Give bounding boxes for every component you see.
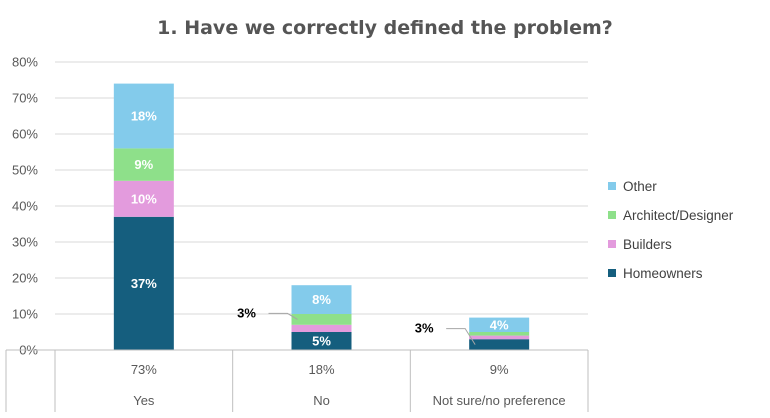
data-label: 3%	[415, 321, 434, 336]
leader-line	[268, 312, 298, 320]
y-tick-label: 60%	[12, 127, 38, 142]
legend-swatch	[608, 269, 616, 277]
data-label: 18%	[131, 109, 157, 124]
bar-segment-architect-designer	[469, 332, 530, 336]
data-label: 8%	[312, 292, 331, 307]
legend-label: Homeowners	[623, 266, 703, 281]
y-tick-label: 40%	[12, 199, 38, 214]
legend-swatch	[608, 182, 616, 190]
y-tick-label: 80%	[12, 55, 38, 70]
y-tick-label: 50%	[12, 163, 38, 178]
bar-segment-homeowners	[469, 339, 530, 350]
legend-label: Other	[623, 179, 657, 194]
bar-series	[113, 83, 530, 350]
data-label: 10%	[131, 191, 157, 206]
y-tick-label: 10%	[12, 307, 38, 322]
bar-segment-homeowners	[113, 216, 174, 350]
legend-label: Architect/Designer	[623, 208, 734, 223]
legend-swatch	[608, 211, 616, 219]
legend-swatch	[608, 240, 616, 248]
y-tick-label: 30%	[12, 235, 38, 250]
bar-segment-other	[469, 317, 530, 332]
total-label: 18%	[308, 362, 334, 377]
total-label: 9%	[490, 362, 509, 377]
data-label: 37%	[131, 276, 157, 291]
bar-segment-architect-designer	[291, 314, 352, 325]
category-label: Not sure/no preference	[433, 393, 566, 408]
y-tick-label: 70%	[12, 91, 38, 106]
data-labels: 37% 10% 9% 18% 5% 3% 8% 3% 4%	[131, 109, 509, 349]
data-label: 9%	[134, 157, 153, 172]
data-label: 4%	[490, 317, 509, 332]
leader-line	[446, 328, 476, 345]
bar-segment-builders	[113, 180, 174, 217]
bar-segment-builders	[291, 324, 352, 332]
bar-segment-builders	[469, 335, 530, 340]
bar-segment-other	[291, 285, 352, 314]
y-axis: 0%10%20%30%40%50%60%70%80%	[12, 55, 38, 358]
total-label: 73%	[131, 362, 157, 377]
bar-segment-homeowners	[291, 332, 352, 350]
chart-title: 1. Have we correctly defined the problem…	[157, 17, 613, 39]
data-label: 3%	[237, 305, 256, 320]
data-label: 5%	[312, 334, 331, 349]
bar-segment-other	[113, 83, 174, 149]
legend: Other Architect/Designer Builders Homeowner…	[608, 179, 734, 281]
legend-label: Builders	[623, 237, 672, 252]
category-label: No	[313, 393, 330, 408]
category-label: Yes	[133, 393, 155, 408]
y-tick-label: 20%	[12, 271, 38, 286]
bar-segment-architect-designer	[113, 148, 174, 181]
x-axis-table: 73% Yes 18% No 9% Not sure/no preference	[5, 349, 589, 412]
